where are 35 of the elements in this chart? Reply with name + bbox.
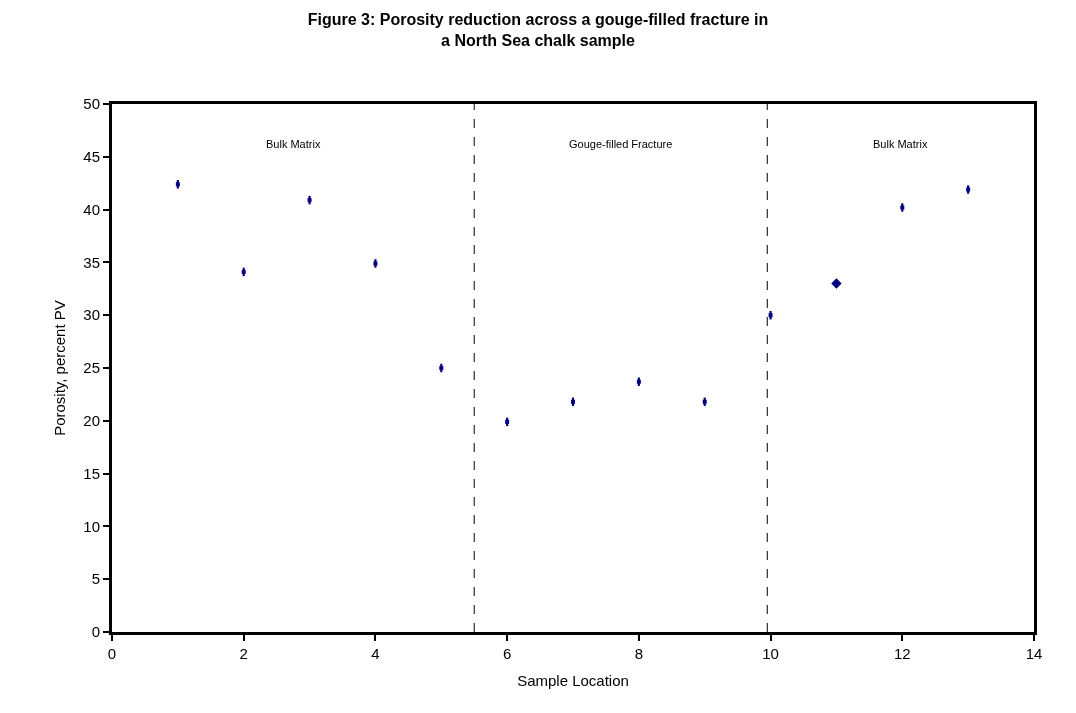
annotation: Bulk Matrix: [266, 138, 321, 150]
chart-title: Figure 3: Porosity reduction across a gouge-filled fracture in a North Sea chalk sample: [307, 10, 769, 49]
y-tick-label: 35: [83, 253, 100, 271]
y-tick-label: 30: [83, 306, 100, 324]
point: [636, 379, 641, 384]
x-tick-label: 0: [107, 645, 117, 662]
point: [241, 269, 246, 274]
y-tick-label: 10: [83, 517, 100, 535]
annotation: Gouge-filled Fracture: [569, 138, 673, 150]
point: [175, 182, 180, 187]
y-axis-title: Porosity, percent PV: [50, 300, 68, 436]
point: [307, 198, 312, 203]
x-tick-label: 14: [1025, 645, 1043, 662]
point: [702, 399, 707, 404]
x-tick-label: 2: [239, 645, 248, 662]
y-tick-label: 40: [83, 200, 100, 218]
y-tick-label: 25: [83, 359, 100, 377]
x-axis-title: Sample Location: [517, 672, 629, 689]
point: [439, 366, 444, 370]
point: [505, 419, 510, 424]
point: [768, 313, 773, 318]
y-tick-label: 20: [83, 412, 100, 430]
y-tick-label: 50: [83, 95, 100, 113]
point: [571, 399, 575, 404]
y-tick-label: 5: [91, 570, 100, 588]
annotation: Bulk Matrix: [873, 138, 928, 150]
x-tick-label: 12: [893, 645, 911, 662]
x-tick-label: 10: [762, 645, 779, 662]
x-tick-label: 4: [371, 645, 380, 662]
y-tick-label: 45: [83, 148, 100, 166]
x-tick-label: 8: [634, 645, 644, 662]
x-tick-label: 6: [502, 645, 512, 662]
y-tick-label: 15: [83, 464, 100, 482]
point: [831, 278, 842, 289]
y-tick-label: 0: [91, 623, 100, 641]
